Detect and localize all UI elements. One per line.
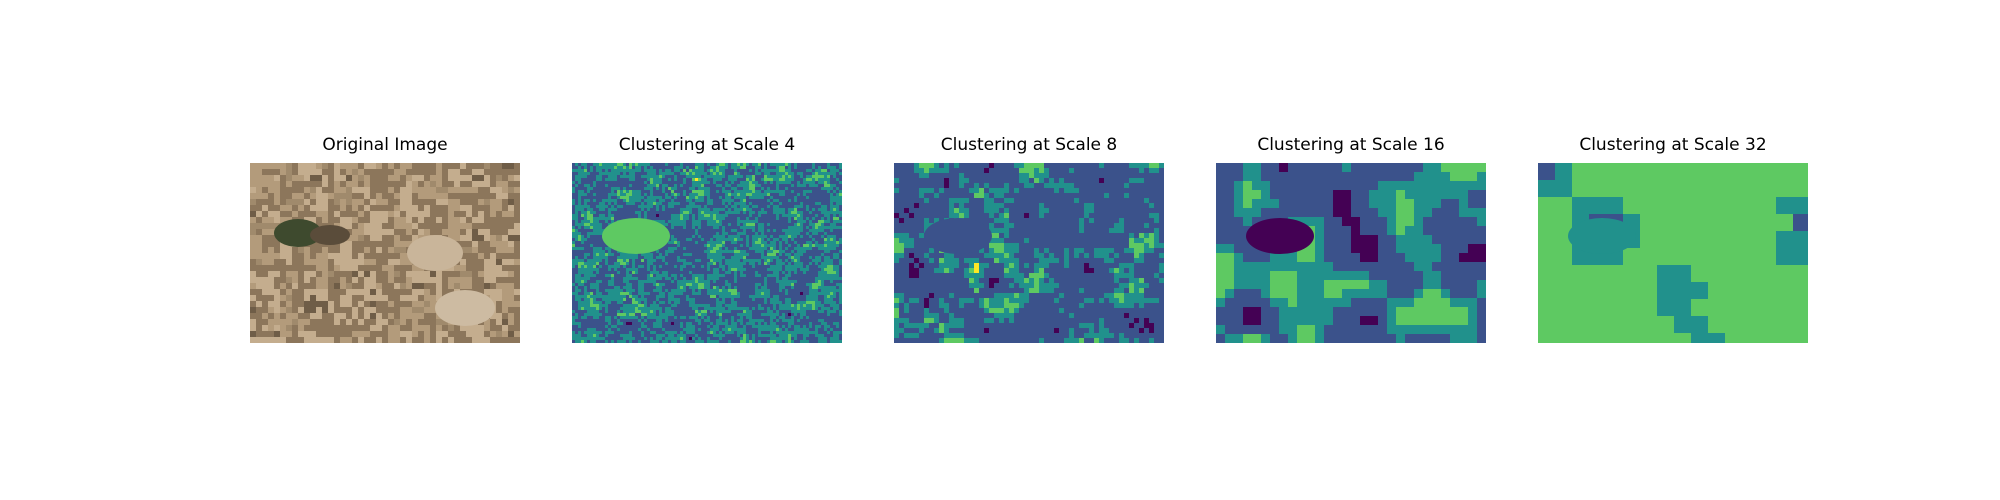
cluster-map-scale-16 xyxy=(1216,163,1486,343)
cluster-map-scale-4 xyxy=(572,163,842,343)
shrub-shape xyxy=(274,219,322,247)
panel-clustering-scale-16: Clustering at Scale 16 xyxy=(1216,135,1486,345)
panel-clustering-scale-4: Clustering at Scale 4 xyxy=(572,135,842,345)
cluster-blob xyxy=(1568,218,1636,254)
shadow-shape xyxy=(310,225,350,245)
cluster-blob xyxy=(924,218,992,254)
panel-title: Original Image xyxy=(322,135,448,155)
bush-shape xyxy=(435,290,495,326)
cluster-map-scale-32 xyxy=(1538,163,1808,343)
panel-title: Clustering at Scale 16 xyxy=(1257,135,1445,155)
panel-clustering-scale-8: Clustering at Scale 8 xyxy=(894,135,1164,345)
cluster-map-scale-8 xyxy=(894,163,1164,343)
bush-shape xyxy=(407,235,463,271)
panel-title: Clustering at Scale 32 xyxy=(1579,135,1767,155)
panel-title: Clustering at Scale 8 xyxy=(940,135,1118,155)
panel-original-image: Original Image xyxy=(250,135,520,345)
cluster-blob xyxy=(1246,218,1314,254)
panel-title: Clustering at Scale 4 xyxy=(618,135,796,155)
panel-clustering-scale-32: Clustering at Scale 32 xyxy=(1538,135,1808,345)
original-image xyxy=(250,163,520,343)
cluster-blob xyxy=(602,218,670,254)
